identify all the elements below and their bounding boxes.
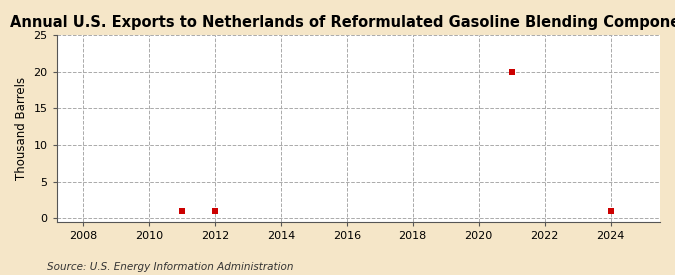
Point: [177, 208, 188, 213]
Y-axis label: Thousand Barrels: Thousand Barrels: [15, 77, 28, 180]
Point: [209, 208, 220, 213]
Title: Annual U.S. Exports to Netherlands of Reformulated Gasoline Blending Components: Annual U.S. Exports to Netherlands of Re…: [10, 15, 675, 30]
Point: [605, 208, 616, 213]
Text: Source: U.S. Energy Information Administration: Source: U.S. Energy Information Administ…: [47, 262, 294, 272]
Point: [506, 70, 517, 74]
